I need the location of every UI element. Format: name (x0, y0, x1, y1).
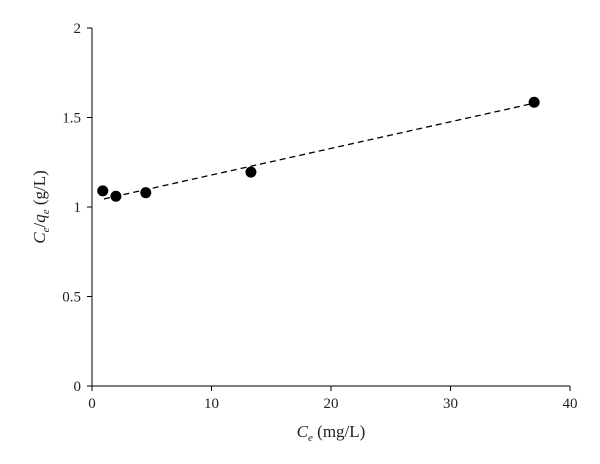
plot-area: 0 10 20 30 40 0 0.5 1 1.5 2 (62, 21, 577, 412)
x-tick-label: 20 (324, 396, 339, 412)
y-tick-label: 1 (74, 200, 82, 216)
x-tick-label: 10 (204, 396, 219, 412)
data-point (140, 187, 152, 199)
y-tick-label: 1.5 (62, 111, 81, 127)
y-tick-label: 0 (74, 379, 82, 395)
x-tick-label: 40 (563, 396, 578, 412)
data-points (97, 96, 540, 202)
y-axis-title: Ce/qe (g/L) (30, 170, 52, 244)
data-point (110, 190, 122, 202)
x-axis-ticks: 0 10 20 30 40 (88, 386, 578, 412)
data-point (97, 185, 109, 197)
y-tick-label: 0.5 (62, 290, 81, 306)
y-axis-ticks: 0 0.5 1 1.5 2 (62, 21, 92, 395)
data-point (245, 166, 257, 178)
x-tick-label: 0 (88, 396, 96, 412)
trend-line (103, 102, 535, 200)
data-point (528, 96, 540, 108)
y-tick-label: 2 (74, 21, 82, 37)
x-tick-label: 30 (443, 396, 458, 412)
x-axis-title: Ce (mg/L) (297, 422, 366, 444)
